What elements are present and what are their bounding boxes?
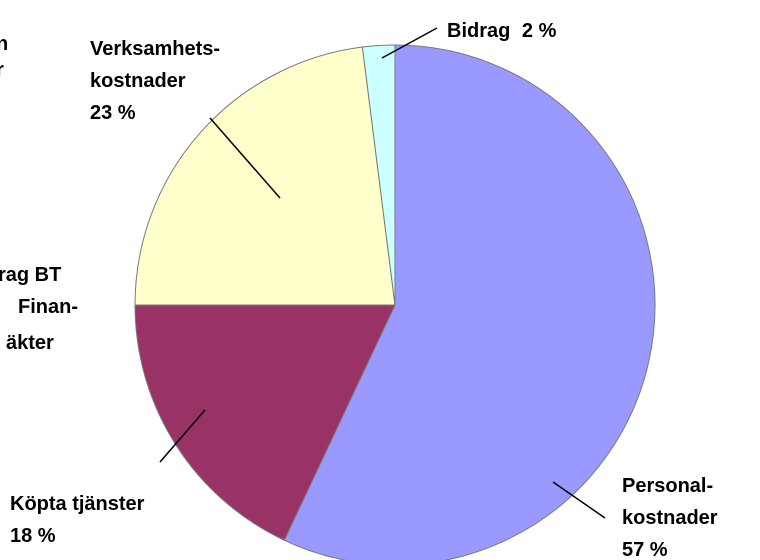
value-label: 57 %: [622, 539, 668, 560]
slice-label: Verksamhets- kostnader 23 %: [90, 38, 226, 124]
leader-line: [552, 481, 606, 519]
annotation: n: [0, 33, 8, 55]
label-line: Personal-: [622, 475, 713, 497]
label-line: kostnader: [90, 70, 186, 92]
slice-label: Personal- kostnader 57 %: [622, 475, 723, 560]
label-line: Köpta tjänster: [10, 493, 145, 515]
slice-label: Köpta tjänster 18 %: [10, 493, 150, 547]
annotation: r: [0, 59, 4, 81]
annotation: rag BT: [0, 264, 61, 286]
value-label: 23 %: [90, 102, 136, 124]
slice-label: Bidrag 2 %: [447, 20, 557, 42]
leader-line: [159, 409, 206, 463]
pie-slice: [283, 44, 656, 560]
annotation: äkter: [6, 332, 54, 354]
leader-line: [381, 27, 438, 59]
annotation: Finan-: [18, 296, 78, 318]
label-line: Bidrag: [447, 20, 510, 42]
value-label: 2 %: [522, 20, 557, 42]
pie: [134, 44, 656, 560]
label-line: Verksamhets-: [90, 38, 220, 60]
pie-slice: [361, 44, 396, 306]
label-line: kostnader: [622, 507, 718, 529]
value-label: 18 %: [10, 525, 56, 547]
pie-slice: [134, 46, 396, 306]
leader-line: [209, 117, 281, 199]
